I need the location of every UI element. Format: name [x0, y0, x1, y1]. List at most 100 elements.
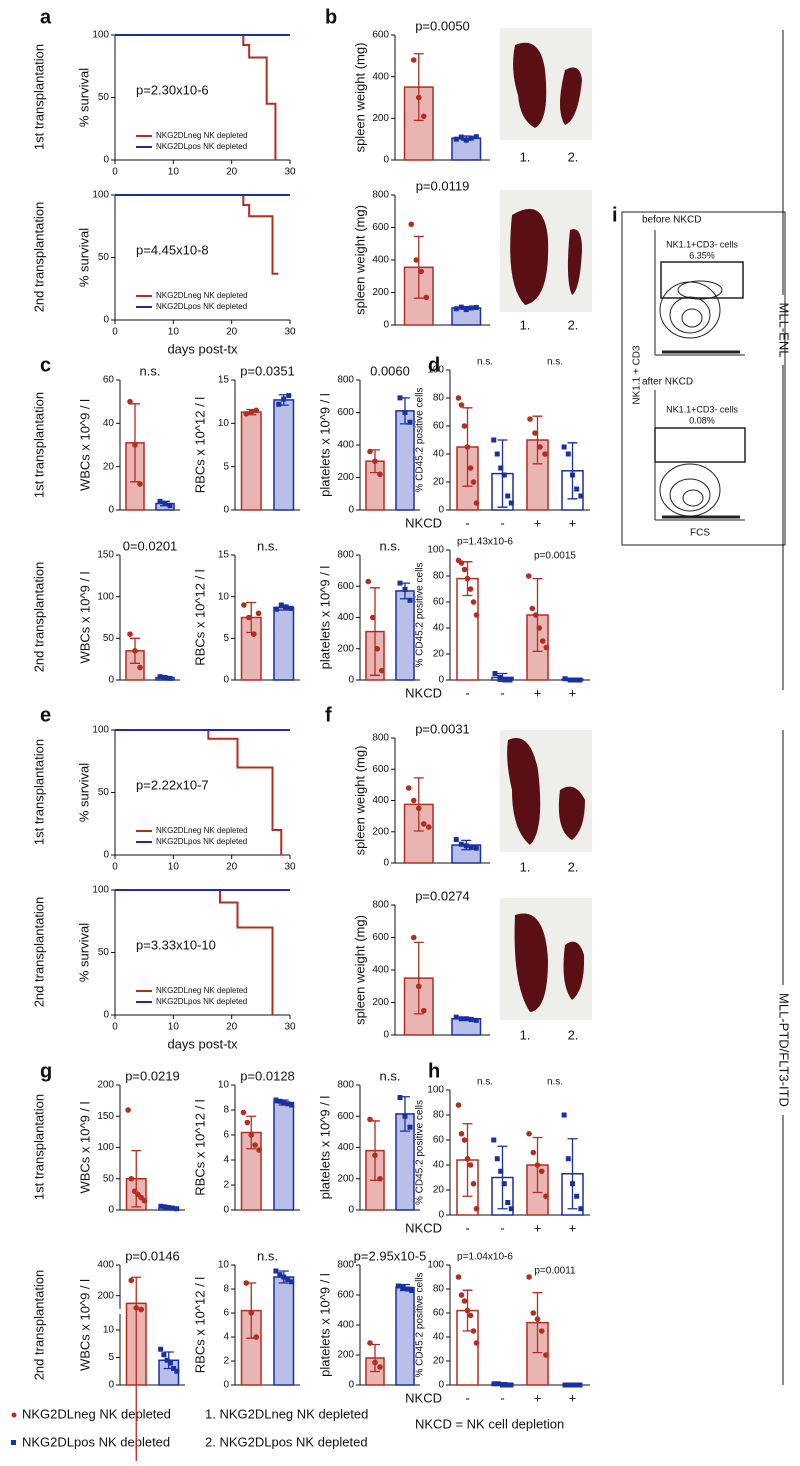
- annotation: p=0.0031: [415, 721, 470, 736]
- data-point: [377, 1175, 383, 1182]
- y-tick-label: 400: [372, 965, 389, 976]
- row-label: 1st transplantation: [31, 392, 46, 498]
- annotation: p=0.0274: [415, 888, 470, 903]
- y-tick-label: 200: [337, 472, 354, 483]
- y-tick-label: 200: [372, 287, 389, 298]
- y-tick-label: 60: [433, 1135, 445, 1146]
- data-point: [468, 305, 474, 311]
- y-axis-label: platelets x 10^9 / l: [317, 1096, 332, 1200]
- annotation: p=0.0050: [415, 18, 470, 33]
- y-tick-label: 40: [433, 1332, 445, 1343]
- survival-line: [115, 194, 279, 275]
- data-point: [505, 1200, 511, 1205]
- data-point: [420, 821, 427, 827]
- data-point: [141, 1197, 148, 1204]
- legend-text: 2. NKG2DLpos NK depleted: [205, 1434, 368, 1449]
- y-tick-label: 50: [103, 633, 115, 644]
- y-tick-label: 20: [433, 649, 445, 660]
- y-tick-label: 0: [103, 155, 109, 166]
- y-tick-label: 100: [427, 1085, 444, 1096]
- y-tick-label: 100: [92, 30, 109, 41]
- data-point: [458, 304, 464, 310]
- data-point: [464, 1155, 471, 1162]
- y-tick-label: 20: [103, 461, 115, 472]
- panel-letter: d: [428, 354, 440, 376]
- data-point: [252, 1142, 258, 1148]
- y-axis-label: % survival: [76, 68, 91, 127]
- bar: [273, 1276, 295, 1386]
- data-point: [170, 1205, 176, 1211]
- y-tick-label: 600: [337, 1111, 354, 1122]
- data-point: [538, 1328, 545, 1334]
- data-point: [463, 1016, 469, 1022]
- x-tick-label: 20: [226, 862, 238, 873]
- bar: [273, 399, 295, 511]
- data-point: [500, 1382, 505, 1388]
- y-tick-label: 200: [337, 1173, 354, 1184]
- data-point: [468, 844, 474, 850]
- bar: [240, 411, 262, 511]
- data-point: [374, 645, 381, 652]
- survival-line: [115, 729, 283, 855]
- data-point: [494, 1156, 500, 1162]
- annotation: p=0.0119: [416, 178, 470, 193]
- data-point: [498, 1168, 504, 1174]
- data-point: [494, 451, 500, 457]
- y-tick-label: 100: [97, 591, 114, 602]
- photo-label: 1.: [520, 317, 531, 332]
- legend-text: NKG2DLpos NK depleted: [156, 837, 247, 846]
- data-point: [458, 560, 465, 566]
- y-tick-label: 50: [98, 92, 110, 103]
- data-point: [458, 402, 465, 408]
- data-point: [253, 1334, 260, 1340]
- y-tick-label: 800: [372, 190, 389, 201]
- data-point: [498, 465, 504, 471]
- y-tick-label: 0: [438, 1380, 444, 1391]
- data-point: [467, 1312, 474, 1319]
- spleen-photos: [500, 28, 592, 1020]
- y-tick-label: 0: [103, 315, 109, 326]
- data-point: [507, 677, 513, 683]
- y-axis-label: RBCs x 10^12 / l: [192, 1099, 207, 1196]
- y-tick-label: 60: [103, 375, 115, 386]
- legend-marker: [11, 1440, 16, 1445]
- data-point: [127, 398, 133, 405]
- y-tick-label: 0: [223, 1380, 229, 1391]
- y-tick-label: 400: [372, 255, 389, 266]
- data-point: [167, 1360, 173, 1366]
- error-bar: [131, 1276, 142, 1466]
- data-point: [473, 304, 479, 310]
- data-point: [367, 1340, 373, 1346]
- y-axis-label: spleen weight (mg): [352, 915, 367, 1025]
- annotation: p=2.95x10-5: [354, 1248, 427, 1263]
- annotation: n.s.: [380, 538, 401, 553]
- y-tick-label: 0: [223, 675, 229, 686]
- panel-letter: g: [40, 1060, 52, 1082]
- panel-letter: a: [40, 6, 52, 28]
- annotation: 0=0.0201: [123, 538, 178, 553]
- data-point: [473, 1205, 480, 1212]
- panel-letter: c: [40, 354, 51, 376]
- data-point: [128, 1277, 135, 1284]
- data-point: [246, 614, 252, 621]
- x-tick-label: 10: [168, 167, 180, 178]
- data-point: [473, 612, 480, 618]
- y-tick-label: 100: [97, 1142, 114, 1153]
- data-point: [277, 1272, 283, 1278]
- y-tick-label: 400: [337, 440, 354, 451]
- y-tick-label: 0: [438, 675, 444, 686]
- data-point: [281, 1100, 287, 1105]
- y-tick-label: 200: [372, 113, 389, 124]
- data-point: [461, 423, 468, 429]
- x-tick-label: 0: [112, 327, 118, 338]
- y-axis-label: % survival: [76, 923, 91, 982]
- data-point: [285, 1101, 291, 1107]
- y-tick-label: 200: [337, 1350, 354, 1361]
- data-point: [497, 674, 503, 680]
- y-tick-label: 600: [372, 764, 389, 775]
- y-tick-label: 400: [337, 1320, 354, 1331]
- data-point: [241, 602, 247, 608]
- y-tick-label: 600: [337, 1290, 354, 1301]
- data-point: [273, 1268, 279, 1274]
